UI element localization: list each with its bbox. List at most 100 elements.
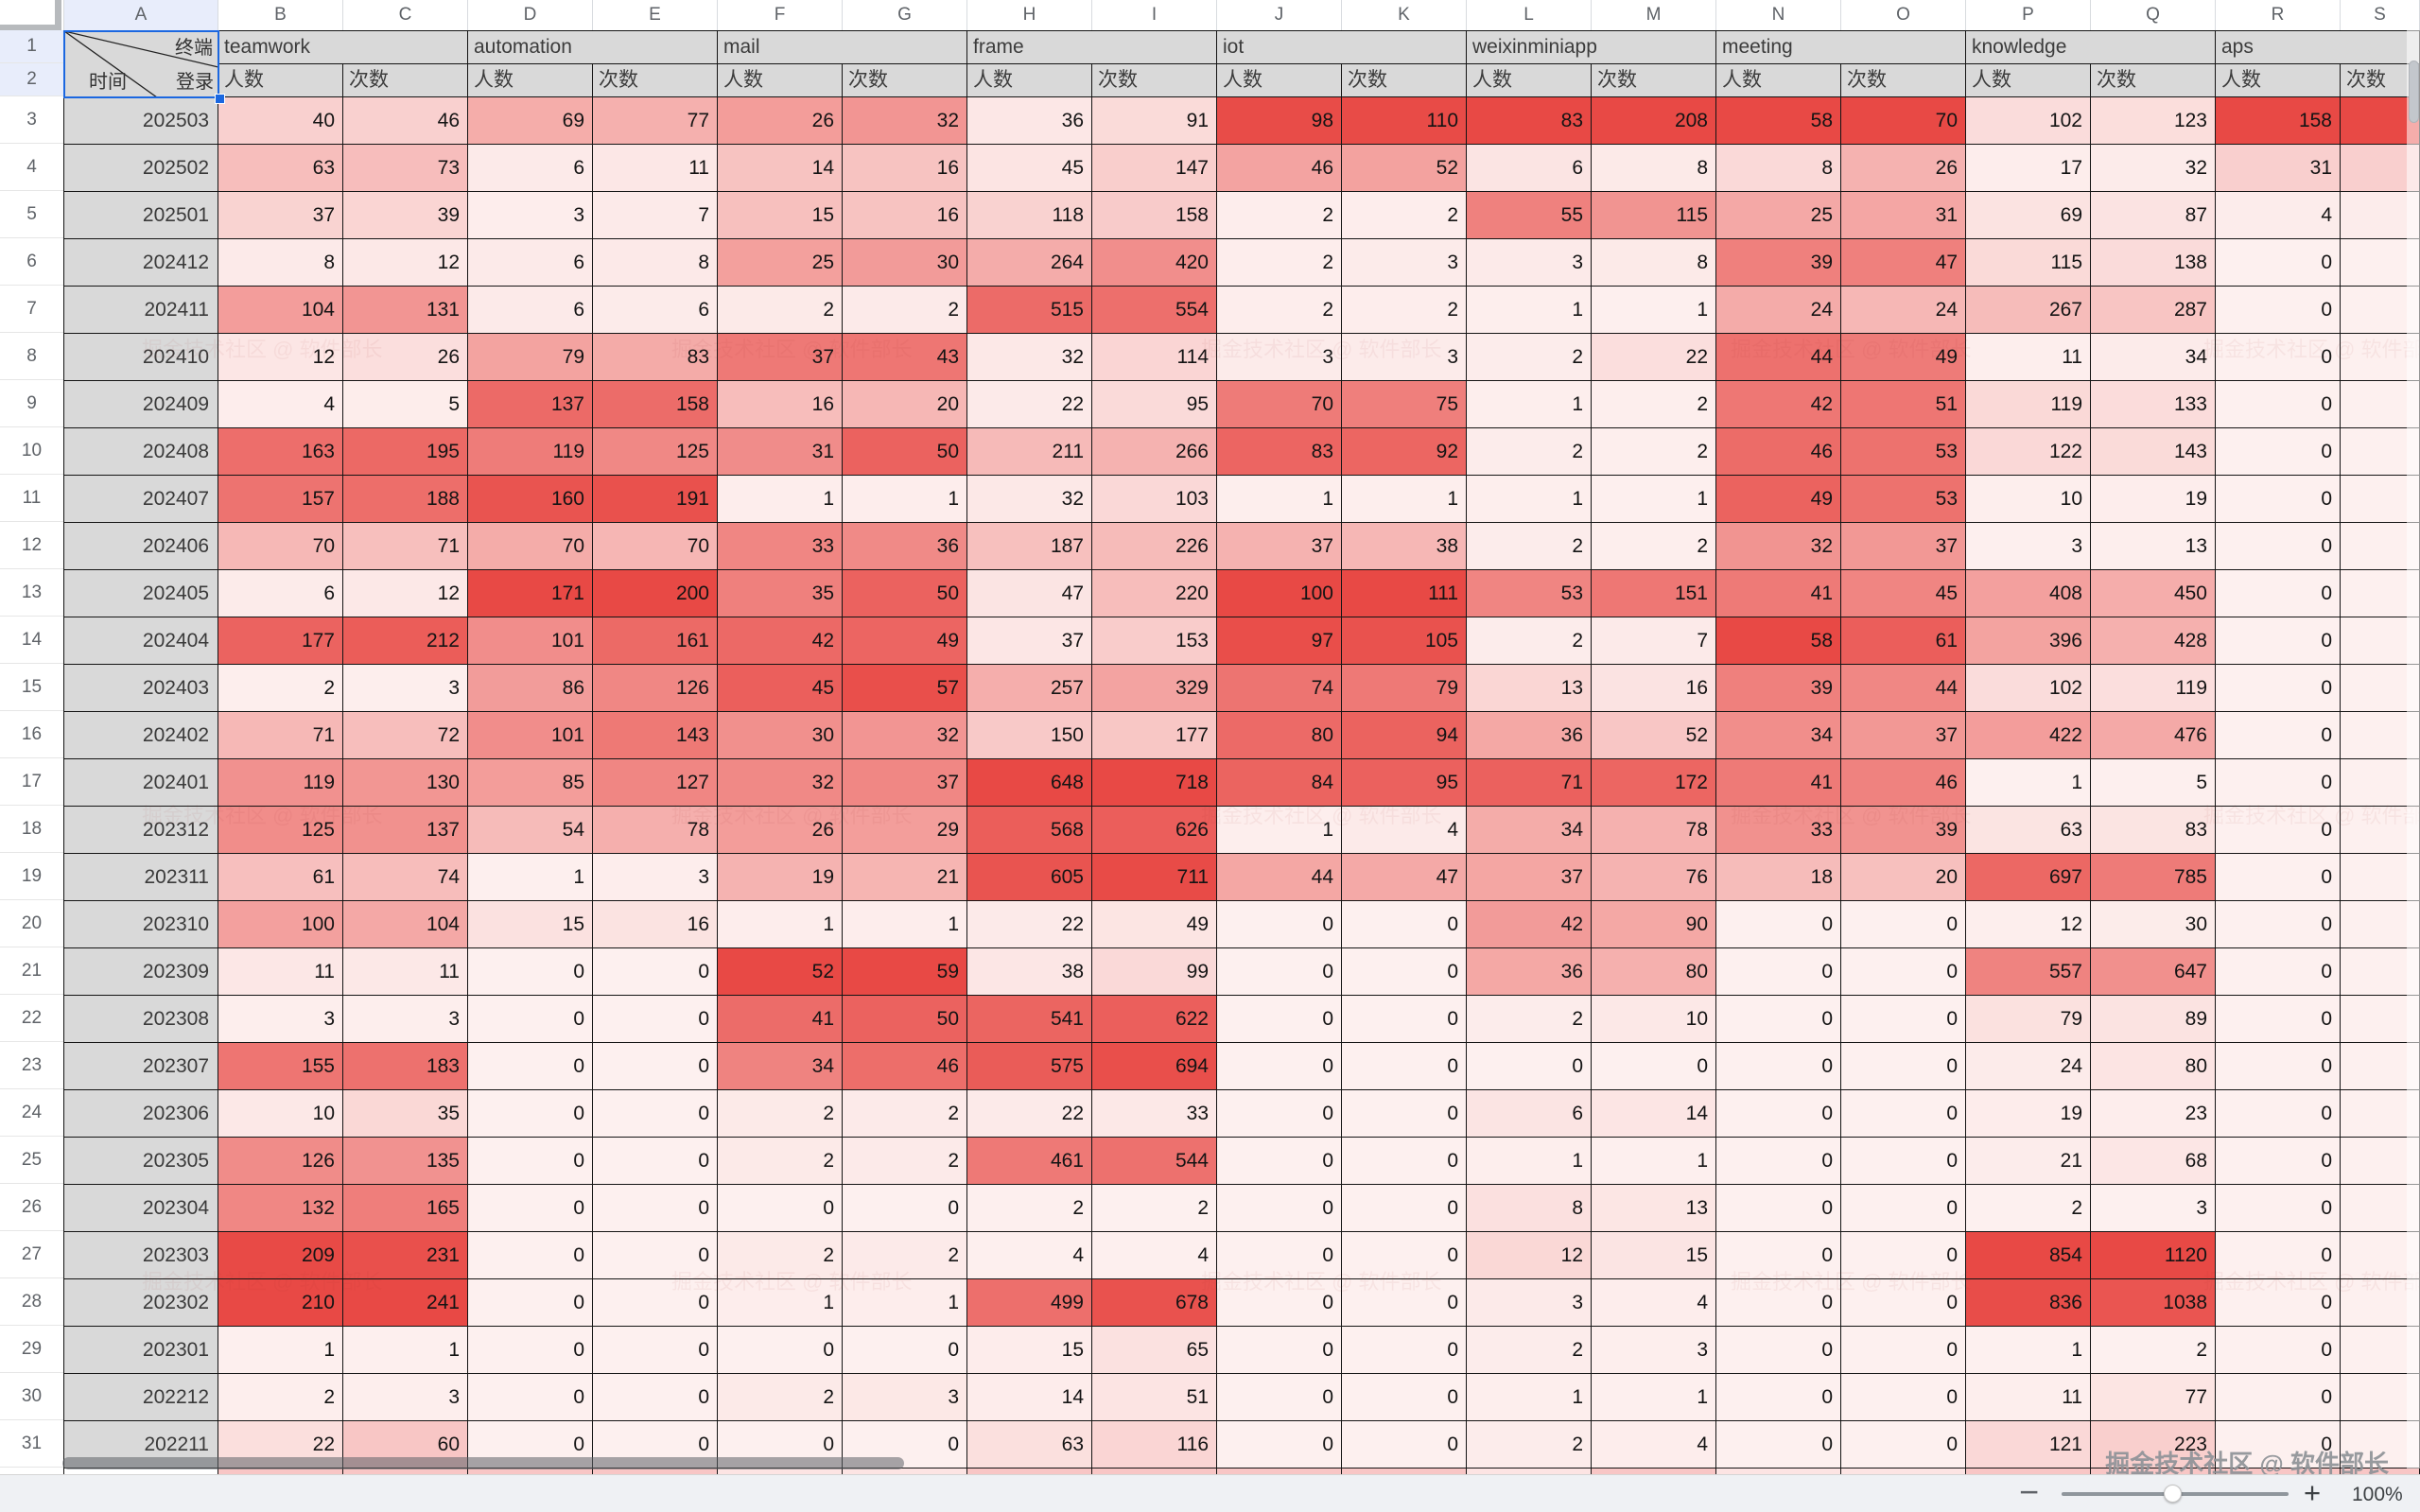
data-cell[interactable]: 396	[1966, 617, 2091, 665]
data-cell[interactable]: 12	[218, 334, 343, 381]
data-cell[interactable]: 21	[843, 854, 967, 901]
data-cell[interactable]: 1	[718, 1279, 843, 1327]
data-cell[interactable]: 408	[1966, 570, 2091, 617]
data-cell[interactable]: 0	[1217, 1279, 1342, 1327]
data-cell[interactable]: 1	[1467, 1138, 1592, 1185]
data-cell[interactable]: 0	[1342, 1232, 1467, 1279]
data-cell[interactable]: 0	[2216, 1185, 2341, 1232]
data-cell[interactable]: 34	[2091, 334, 2216, 381]
data-cell[interactable]: 2	[1467, 617, 1592, 665]
data-cell[interactable]: 36	[1467, 712, 1592, 759]
data-cell[interactable]: 13	[2091, 523, 2216, 570]
data-cell[interactable]: 20	[1841, 854, 1966, 901]
data-cell[interactable]: 19	[1966, 1090, 2091, 1138]
data-cell[interactable]: 2	[843, 287, 967, 334]
data-cell[interactable]: 0	[1342, 1090, 1467, 1138]
data-cell[interactable]: 8	[1716, 145, 1841, 192]
data-cell[interactable]: 31	[718, 428, 843, 476]
data-cell[interactable]: 0	[1217, 1185, 1342, 1232]
data-cell[interactable]: 2	[1342, 192, 1467, 239]
row-number-14[interactable]: 14	[0, 617, 63, 664]
data-cell[interactable]: 26	[718, 97, 843, 145]
row-number-23[interactable]: 23	[0, 1042, 63, 1089]
data-cell[interactable]: 95	[1342, 759, 1467, 807]
row-number-29[interactable]: 29	[0, 1326, 63, 1373]
data-cell[interactable]: 177	[218, 617, 343, 665]
subheader-people-iot[interactable]: 人数	[1217, 64, 1342, 97]
data-cell[interactable]: 52	[718, 948, 843, 996]
row-number-5[interactable]: 5	[0, 191, 63, 238]
data-cell[interactable]: 1	[1217, 476, 1342, 523]
data-cell[interactable]: 12	[343, 570, 468, 617]
data-cell[interactable]: 32	[1716, 523, 1841, 570]
data-cell[interactable]: 31	[2216, 145, 2341, 192]
data-cell[interactable]: 223	[2091, 1421, 2216, 1469]
data-cell[interactable]: 46	[1217, 145, 1342, 192]
column-letter-O[interactable]: O	[1841, 0, 1966, 30]
data-cell[interactable]: 43	[843, 334, 967, 381]
data-cell[interactable]: 119	[1966, 381, 2091, 428]
data-cell[interactable]: 47	[967, 570, 1092, 617]
data-cell[interactable]: 80	[1592, 948, 1716, 996]
data-cell[interactable]: 72	[343, 712, 468, 759]
data-cell[interactable]: 73	[343, 145, 468, 192]
data-cell[interactable]: 17	[1966, 145, 2091, 192]
row-number-26[interactable]: 26	[0, 1184, 63, 1231]
data-cell[interactable]: 0	[1841, 1374, 1966, 1421]
data-cell[interactable]: 158	[1092, 192, 1217, 239]
data-cell[interactable]: 151	[1592, 570, 1716, 617]
data-cell[interactable]: 50	[843, 996, 967, 1043]
data-cell[interactable]: 111	[1342, 570, 1467, 617]
data-cell[interactable]: 14	[718, 145, 843, 192]
data-cell[interactable]: 11	[218, 948, 343, 996]
data-cell[interactable]: 95	[1092, 381, 1217, 428]
row-label-cell[interactable]: 202401	[64, 759, 218, 807]
row-label-cell[interactable]: 202404	[64, 617, 218, 665]
data-cell[interactable]: 70	[1217, 381, 1342, 428]
data-cell[interactable]: 41	[1716, 570, 1841, 617]
data-cell[interactable]: 161	[593, 617, 718, 665]
data-cell[interactable]: 11	[1966, 334, 2091, 381]
group-header-aps[interactable]: aps	[2216, 31, 2420, 64]
subheader-times-iot[interactable]: 次数	[1342, 64, 1467, 97]
data-cell[interactable]: 132	[218, 1185, 343, 1232]
data-cell[interactable]: 133	[2091, 381, 2216, 428]
data-cell[interactable]: 1	[718, 901, 843, 948]
data-cell[interactable]: 0	[593, 1279, 718, 1327]
data-cell[interactable]: 0	[1841, 996, 1966, 1043]
row-label-cell[interactable]: 202311	[64, 854, 218, 901]
data-cell[interactable]: 54	[468, 807, 593, 854]
data-cell[interactable]: 0	[1217, 1232, 1342, 1279]
data-cell[interactable]: 39	[1841, 807, 1966, 854]
data-cell[interactable]: 22	[1592, 334, 1716, 381]
data-cell[interactable]: 2	[843, 1232, 967, 1279]
data-cell[interactable]: 0	[2216, 287, 2341, 334]
data-cell[interactable]: 557	[1966, 948, 2091, 996]
data-cell[interactable]: 0	[593, 948, 718, 996]
data-cell[interactable]: 4	[218, 381, 343, 428]
row-label-cell[interactable]: 202410	[64, 334, 218, 381]
data-cell[interactable]: 3	[343, 665, 468, 712]
data-cell[interactable]: 0	[1841, 1327, 1966, 1374]
row-number-22[interactable]: 22	[0, 995, 63, 1042]
data-cell[interactable]: 42	[1716, 381, 1841, 428]
data-cell[interactable]: 116	[1092, 1421, 1217, 1469]
row-label-cell[interactable]: 202312	[64, 807, 218, 854]
data-cell[interactable]: 150	[967, 712, 1092, 759]
data-cell[interactable]: 26	[718, 807, 843, 854]
row-label-cell[interactable]: 202502	[64, 145, 218, 192]
data-cell[interactable]: 34	[1467, 807, 1592, 854]
data-cell[interactable]: 1	[1592, 287, 1716, 334]
data-cell[interactable]: 37	[843, 759, 967, 807]
data-cell[interactable]: 1	[1966, 1327, 2091, 1374]
row-number-9[interactable]: 9	[0, 380, 63, 427]
data-cell[interactable]: 3	[593, 854, 718, 901]
data-cell[interactable]: 35	[343, 1090, 468, 1138]
data-cell[interactable]: 3	[1217, 334, 1342, 381]
data-cell[interactable]: 648	[967, 759, 1092, 807]
data-cell[interactable]: 58	[1716, 97, 1841, 145]
data-cell[interactable]: 65	[1092, 1327, 1217, 1374]
data-cell[interactable]: 76	[1592, 854, 1716, 901]
row-label-cell[interactable]: 202303	[64, 1232, 218, 1279]
data-cell[interactable]: 0	[468, 1185, 593, 1232]
